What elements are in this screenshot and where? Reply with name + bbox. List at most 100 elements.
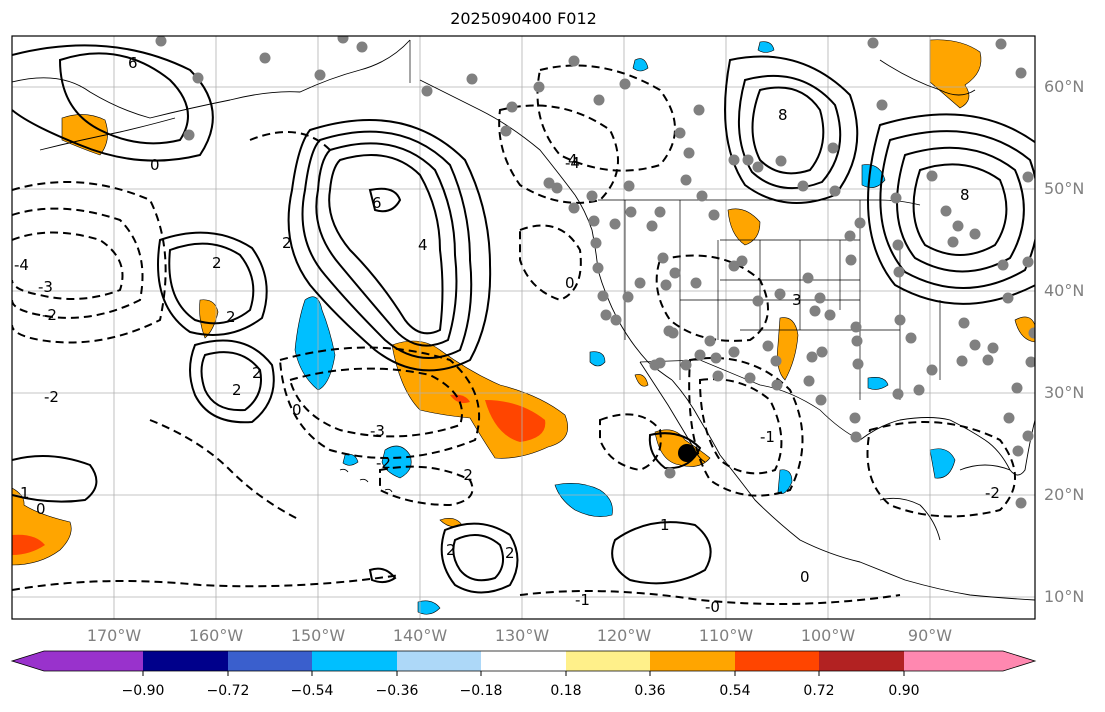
station-marker [728, 346, 740, 358]
station-marker [852, 358, 864, 370]
lat-label: 20°N [1044, 485, 1085, 504]
shade-orange-dateline [199, 299, 219, 339]
station-marker [646, 220, 658, 232]
station-marker [634, 277, 646, 289]
lat-label: 10°N [1044, 587, 1085, 606]
shade-blue-gulf [929, 448, 956, 479]
station-marker [1028, 327, 1035, 339]
station-marker [854, 217, 866, 229]
station-marker [952, 220, 964, 232]
contour-label: 0 [800, 568, 810, 586]
contour-label: 2 [446, 541, 456, 559]
coastlines [12, 39, 1035, 601]
lon-label: 110°W [698, 626, 754, 645]
station-marker [926, 364, 938, 376]
station-marker [654, 206, 666, 218]
colorbar-tick-label: −0.18 [459, 683, 503, 699]
station-marker [867, 37, 879, 49]
shade-orange-small-2 [634, 374, 649, 387]
station-marker [803, 375, 815, 387]
station-marker [660, 279, 672, 291]
station-marker [829, 185, 841, 197]
station-marker [588, 215, 600, 227]
station-marker [814, 292, 826, 304]
station-marker [1022, 171, 1034, 183]
shade-blue-baja [589, 351, 606, 367]
contour-label: -4 [14, 256, 29, 274]
contour-label: 0 [150, 156, 160, 174]
contour-label: -2 [985, 484, 1000, 502]
contour-label: 2 [282, 234, 292, 252]
station-marker [890, 192, 902, 204]
station-marker [775, 155, 787, 167]
station-marker [683, 147, 695, 159]
station-marker [597, 290, 609, 302]
colorbar-tick-label: 0.90 [888, 683, 920, 699]
station-marker [314, 69, 326, 81]
station-marker [947, 236, 959, 248]
contour-label: -2 [376, 454, 391, 472]
station-marker [1015, 67, 1027, 79]
station-marker [694, 349, 706, 361]
station-marker [183, 129, 195, 141]
contour-label: 0 [565, 274, 575, 292]
station-marker [466, 73, 478, 85]
station-marker [568, 202, 580, 214]
station-marker [625, 206, 637, 218]
station-marker [987, 342, 999, 354]
contour-label: 2 [212, 254, 222, 272]
lon-label: 140°W [392, 626, 448, 645]
contour-label: 2 [252, 364, 262, 382]
contour-label: 4 [568, 151, 578, 169]
station-marker [742, 154, 754, 166]
station-marker [1025, 356, 1035, 368]
lon-label: 160°W [188, 626, 244, 645]
lon-label: 150°W [290, 626, 346, 645]
station-marker [192, 72, 204, 84]
station-marker [586, 190, 598, 202]
station-marker [926, 170, 938, 182]
station-marker [995, 38, 1007, 50]
colorbar-tick-label: −0.90 [121, 683, 165, 699]
contour-label: 8 [778, 106, 788, 124]
coast-yucatan [879, 497, 941, 541]
station-marker [551, 182, 563, 194]
station-marker [592, 262, 604, 274]
contours-positive [12, 44, 1035, 594]
shade-blue-alaska [757, 41, 775, 53]
station-marker [969, 228, 981, 240]
shade-red-core [485, 400, 546, 442]
station-marker [543, 177, 555, 189]
colorbar-tick-label: −0.54 [290, 683, 334, 699]
coast-bc-wa-or [574, 194, 599, 271]
station-marker [905, 332, 917, 344]
station-marker [849, 412, 861, 424]
station-marker [568, 55, 580, 67]
station-marker [506, 101, 518, 113]
lat-label: 30°N [1044, 383, 1085, 402]
map-frame [11, 35, 1036, 620]
station-marker [806, 351, 818, 363]
lon-label: 130°W [494, 626, 550, 645]
contour-label: 4 [418, 236, 428, 254]
coast-gulf-ca [671, 379, 721, 456]
coast-hawaii [339, 468, 393, 493]
lon-label: 120°W [596, 626, 652, 645]
station-marker [997, 259, 1009, 271]
station-marker [892, 388, 904, 400]
station-marker [752, 295, 764, 307]
shade-blue-south [417, 600, 441, 615]
station-marker [744, 372, 756, 384]
station-marker [1022, 256, 1034, 268]
station-marker [622, 291, 634, 303]
shade-blue-texas [867, 377, 889, 390]
station-marker [690, 277, 702, 289]
station-marker [771, 379, 783, 391]
map-background [12, 36, 1035, 619]
station-marker [728, 260, 740, 272]
shade-orange-aleutian [61, 114, 108, 156]
station-marker [337, 36, 349, 44]
station-marker [827, 142, 839, 154]
contour-label: -0 [705, 598, 720, 616]
